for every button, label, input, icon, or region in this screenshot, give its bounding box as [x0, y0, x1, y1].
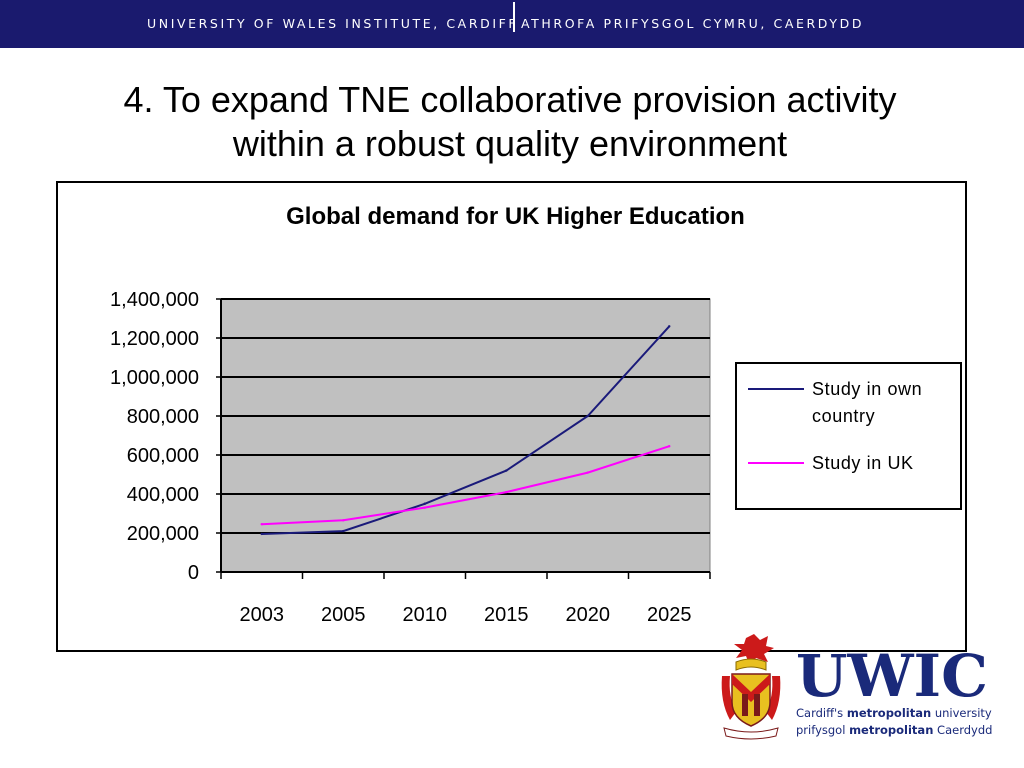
uwic-wordmark-logo: UWIC — [796, 650, 988, 702]
slide-title-line2: within a robust quality environment — [232, 123, 788, 164]
logo-tagline-english: Cardiff's metropolitan university — [796, 706, 992, 720]
y-tick-label: 1,400,000 — [110, 289, 199, 311]
x-tick-label: 2025 — [647, 604, 692, 626]
logo-line1-prefix: Cardiff's — [796, 706, 844, 720]
series-2-point — [586, 471, 589, 474]
x-tick-label: 2015 — [484, 604, 529, 626]
series-1-point — [423, 502, 426, 505]
legend-box — [735, 362, 962, 510]
series-1-point — [505, 469, 508, 472]
x-tick-label: 2003 — [240, 604, 285, 626]
x-tick-label: 2020 — [566, 604, 611, 626]
series-2-point — [423, 506, 426, 509]
header-bar: UNIVERSITY OF WALES INSTITUTE, CARDIFF A… — [0, 0, 1024, 48]
plot-area — [220, 298, 711, 573]
logo-tagline-welsh: prifysgol metropolitan Caerdydd — [796, 723, 992, 737]
y-tick-label: 0 — [188, 562, 199, 584]
series-1-point — [586, 414, 589, 418]
slide-title-line1: 4. To expand TNE collaborative provision… — [123, 79, 897, 120]
logo-wordmark: UWIC — [796, 650, 988, 702]
y-tick-label: 1,200,000 — [110, 328, 199, 350]
logo-line2-prefix: prifysgol — [796, 723, 846, 737]
series-1-point — [668, 325, 671, 328]
series-line-2 — [261, 445, 670, 526]
header-left-text: UNIVERSITY OF WALES INSTITUTE, CARDIFF — [147, 16, 519, 31]
series-1-point — [342, 529, 345, 533]
legend-label-1: Study in own country — [812, 379, 922, 426]
logo-line2-suffix: Caerdydd — [937, 723, 993, 737]
y-tick-label: 200,000 — [127, 523, 199, 545]
series-2-point — [342, 519, 345, 522]
x-tick-label: 2010 — [403, 604, 448, 626]
y-tick-label: 1,000,000 — [110, 367, 199, 389]
chart-title: Global demand for UK Higher Education — [286, 203, 745, 230]
series-2-point — [668, 445, 671, 448]
header-separator — [513, 2, 515, 32]
y-tick-label: 600,000 — [127, 445, 199, 467]
x-tick-label: 2005 — [321, 604, 366, 626]
legend-label-2: Study in UK — [812, 453, 914, 473]
y-tick-label: 400,000 — [127, 484, 199, 506]
university-crest-icon — [721, 634, 781, 740]
series-line-1 — [261, 325, 671, 535]
series-2-point — [260, 523, 263, 526]
y-tick-label: 800,000 — [127, 406, 199, 428]
slide-title: 4. To expand TNE collaborative provision… — [40, 78, 980, 166]
logo-line1-suffix: university — [934, 706, 992, 720]
header-right-text: ATHROFA PRIFYSGOL CYMRU, CAERDYDD — [521, 16, 865, 31]
chart-area: Global demand for UK Higher Education 0 20… — [56, 181, 967, 652]
logo-line2-bold: metropolitan — [849, 723, 934, 737]
series-2-point — [505, 490, 508, 494]
series-1-point — [260, 532, 263, 536]
line-chart: Global demand for UK Higher Education 0 20… — [110, 203, 962, 626]
logo-line1-bold: metropolitan — [846, 706, 932, 720]
